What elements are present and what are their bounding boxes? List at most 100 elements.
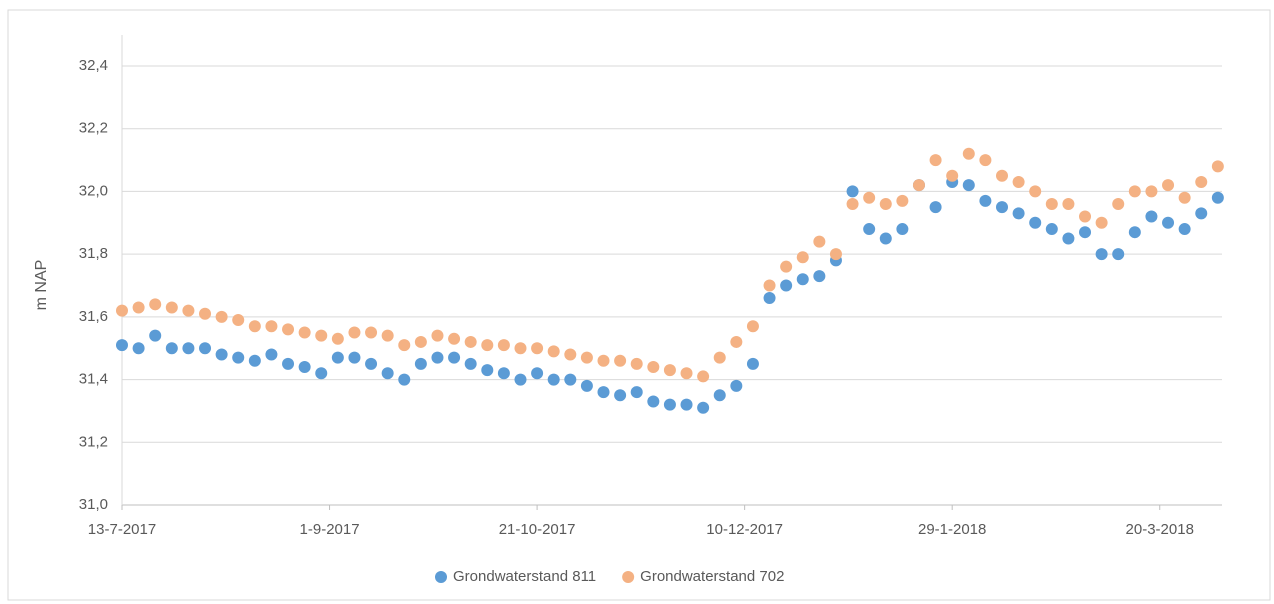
data-point — [996, 201, 1008, 214]
y-tick-label: 31,6 — [79, 308, 108, 325]
data-point — [215, 310, 228, 323]
x-tick-label: 21-10-2017 — [499, 521, 576, 538]
data-point — [365, 357, 378, 370]
data-point — [1012, 176, 1025, 189]
data-point — [248, 354, 261, 367]
data-point — [348, 351, 361, 364]
data-point — [514, 373, 527, 386]
data-point — [531, 342, 544, 355]
data-point — [680, 367, 693, 380]
data-point — [962, 179, 975, 192]
y-tick-label: 31,4 — [79, 371, 108, 388]
data-point — [1145, 185, 1158, 198]
data-point — [796, 273, 809, 286]
data-point — [1029, 216, 1042, 229]
data-point — [165, 342, 178, 355]
data-point — [713, 389, 726, 402]
data-point — [929, 154, 942, 167]
legend-label: Grondwaterstand 811 — [453, 568, 596, 585]
data-point — [497, 339, 510, 352]
data-point — [1195, 176, 1208, 189]
data-point — [1178, 223, 1191, 236]
data-point — [1062, 197, 1075, 210]
data-point — [746, 357, 759, 370]
data-point — [713, 351, 726, 364]
data-point — [829, 248, 842, 261]
data-point — [365, 326, 378, 339]
data-point — [996, 169, 1008, 182]
data-point — [1162, 179, 1175, 192]
data-point — [1079, 210, 1092, 223]
data-point — [481, 364, 494, 377]
data-point — [531, 367, 544, 380]
data-point — [464, 357, 477, 370]
data-point — [149, 298, 162, 311]
data-point — [248, 320, 261, 333]
data-point — [1029, 185, 1042, 198]
data-point — [813, 270, 826, 283]
data-point — [879, 197, 892, 210]
y-tick-label: 32,0 — [79, 182, 108, 199]
data-point — [962, 147, 975, 160]
data-point — [265, 348, 278, 361]
y-tick-label: 32,2 — [79, 120, 108, 137]
data-point — [431, 329, 444, 342]
data-point — [381, 329, 394, 342]
data-point — [1145, 210, 1158, 223]
data-point — [414, 357, 427, 370]
data-point — [663, 398, 676, 411]
data-point — [381, 367, 394, 380]
data-point — [564, 373, 577, 386]
data-point — [979, 194, 992, 207]
data-point — [398, 339, 411, 352]
data-point — [863, 191, 876, 204]
data-point — [763, 279, 776, 292]
data-point — [481, 339, 494, 352]
data-point — [680, 398, 693, 411]
data-point — [116, 339, 128, 352]
data-point — [1128, 185, 1141, 198]
data-point — [597, 354, 610, 367]
data-point — [663, 364, 676, 377]
data-point — [282, 357, 295, 370]
y-tick-label: 31,0 — [79, 496, 108, 513]
legend-label: Grondwaterstand 702 — [640, 568, 784, 585]
data-point — [614, 354, 627, 367]
data-point — [879, 232, 892, 245]
data-point — [149, 329, 162, 342]
data-point — [165, 301, 178, 314]
data-point — [780, 260, 793, 273]
data-point — [232, 351, 245, 364]
data-point — [780, 279, 793, 292]
data-point — [946, 169, 959, 182]
data-point — [1195, 207, 1208, 220]
data-point — [431, 351, 444, 364]
data-point — [1079, 226, 1092, 239]
data-point — [514, 342, 527, 355]
data-point — [182, 342, 195, 355]
data-point — [1045, 223, 1058, 236]
data-point — [448, 332, 461, 345]
data-point — [315, 329, 328, 342]
data-point — [132, 342, 145, 355]
legend-marker — [435, 571, 447, 583]
data-point — [697, 401, 710, 414]
data-point — [132, 301, 145, 314]
data-point — [746, 320, 759, 333]
data-point — [1211, 160, 1224, 173]
data-point — [331, 332, 344, 345]
data-point — [763, 292, 776, 305]
data-point — [614, 389, 627, 402]
data-point — [1128, 226, 1141, 239]
data-point — [896, 223, 909, 236]
data-point — [547, 345, 560, 358]
data-point — [1045, 197, 1058, 210]
data-point — [282, 323, 295, 336]
y-tick-label: 31,2 — [79, 433, 108, 450]
data-point — [580, 379, 593, 392]
y-tick-label: 31,8 — [79, 245, 108, 262]
data-point — [647, 361, 660, 374]
y-axis-label: m NAP — [33, 260, 50, 311]
x-tick-label: 1-9-2017 — [300, 521, 360, 538]
data-point — [298, 326, 311, 339]
